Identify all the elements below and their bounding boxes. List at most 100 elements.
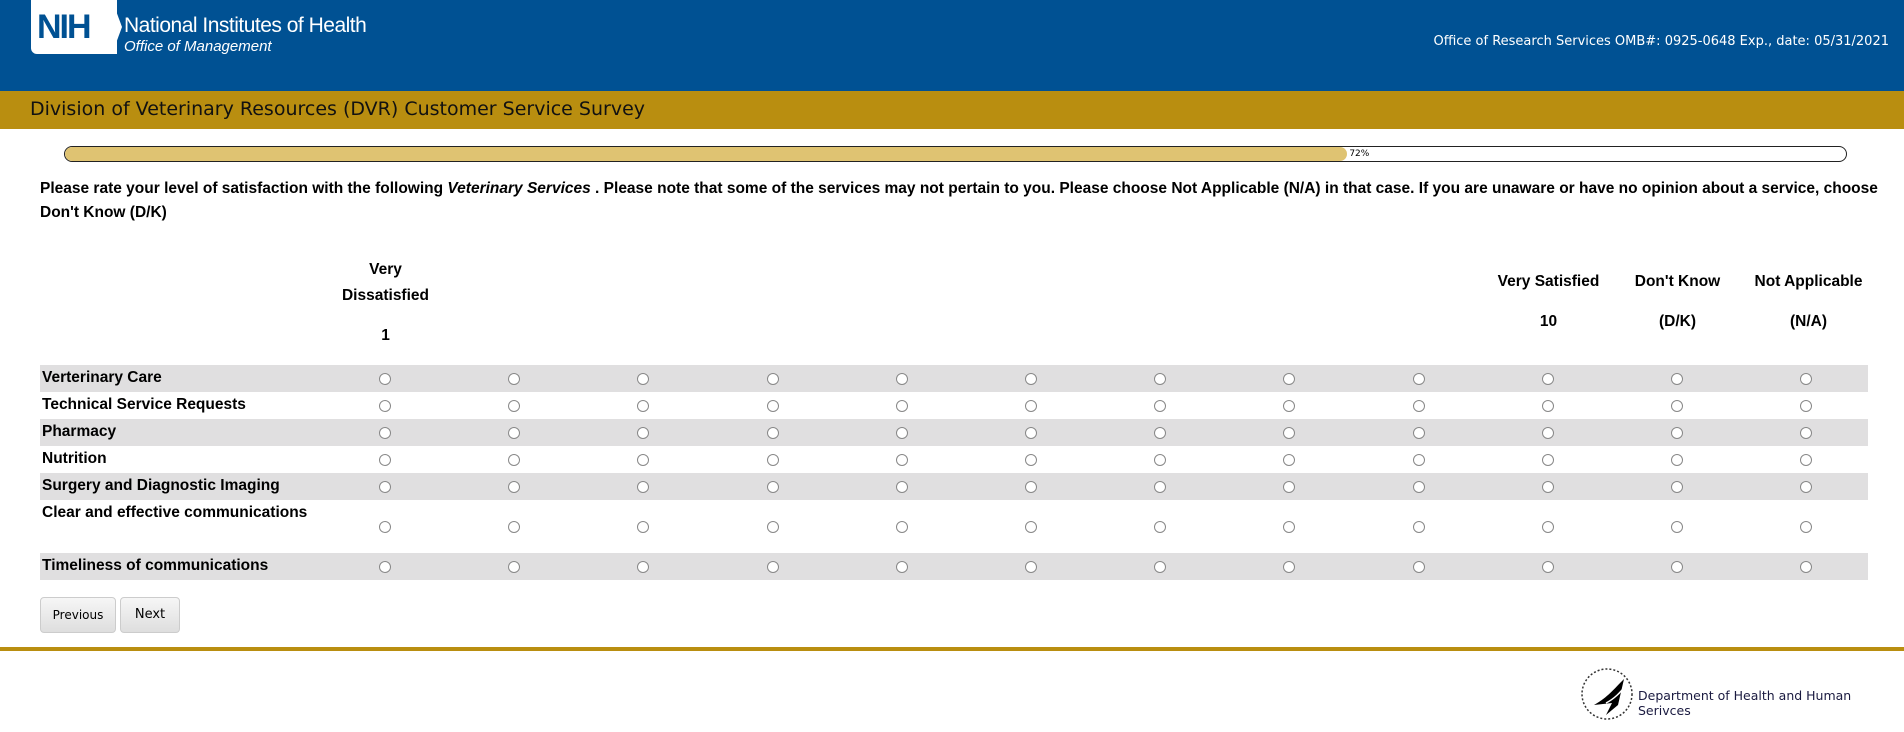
rating-radio-10[interactable] bbox=[1541, 372, 1554, 385]
rating-radio-8[interactable] bbox=[1283, 560, 1296, 573]
col-value: 1 bbox=[381, 327, 390, 344]
col-value: (D/K) bbox=[1658, 313, 1697, 330]
rating-radio-4[interactable] bbox=[766, 520, 779, 533]
rating-radio-2[interactable] bbox=[508, 372, 521, 385]
rating-radio-9[interactable] bbox=[1412, 560, 1425, 573]
rating-radio-2[interactable] bbox=[508, 399, 521, 412]
row-label: Clear and effective communications bbox=[42, 504, 308, 521]
rating-radio-8[interactable] bbox=[1283, 480, 1296, 493]
rating-radio-3[interactable] bbox=[637, 453, 650, 466]
rating-radio-6[interactable] bbox=[1025, 426, 1037, 439]
rating-radio-7[interactable] bbox=[1154, 426, 1167, 439]
rating-radio-1[interactable] bbox=[379, 560, 391, 573]
rating-radio-9[interactable] bbox=[1412, 453, 1425, 466]
rating-radio-7[interactable] bbox=[1154, 520, 1167, 533]
rating-radio-9[interactable] bbox=[1412, 372, 1425, 385]
rating-radio-2[interactable] bbox=[508, 480, 521, 493]
previous-button[interactable]: Previous bbox=[40, 597, 116, 633]
rating-radio-3[interactable] bbox=[637, 372, 650, 385]
rating-radio-9[interactable] bbox=[1412, 399, 1425, 412]
rating-radio-10[interactable] bbox=[1541, 560, 1554, 573]
rating-radio-1[interactable] bbox=[379, 399, 391, 412]
footer-divider bbox=[0, 647, 1904, 651]
rating-radio-1[interactable] bbox=[379, 426, 391, 439]
progress-fill bbox=[65, 147, 1348, 161]
rating-radio-2[interactable] bbox=[508, 560, 521, 573]
rating-radio-9[interactable] bbox=[1412, 520, 1425, 533]
col-label: Don't Know bbox=[1634, 273, 1721, 290]
rating-radio-2[interactable] bbox=[508, 426, 521, 439]
rating-radio-1[interactable] bbox=[379, 480, 391, 493]
col-header-dont-know: Don't Know (D/K) bbox=[1613, 269, 1742, 335]
instructions: Please rate your level of satisfaction w… bbox=[40, 177, 1880, 225]
rating-radio-dk[interactable] bbox=[1671, 372, 1683, 385]
rating-radio-4[interactable] bbox=[766, 453, 779, 466]
next-button[interactable]: Next bbox=[120, 597, 180, 633]
rating-radio-6[interactable] bbox=[1025, 399, 1037, 412]
col-header-not-applicable: Not Applicable (N/A) bbox=[1741, 269, 1876, 335]
rating-radio-5[interactable] bbox=[895, 453, 908, 466]
rating-radio-na[interactable] bbox=[1800, 520, 1813, 533]
nih-logo[interactable]: NIH bbox=[31, 0, 117, 54]
rating-radio-5[interactable] bbox=[895, 560, 908, 573]
rating-radio-9[interactable] bbox=[1412, 426, 1425, 439]
rating-radio-8[interactable] bbox=[1283, 426, 1296, 439]
rating-radio-dk[interactable] bbox=[1671, 453, 1683, 466]
rating-radio-na[interactable] bbox=[1800, 426, 1813, 439]
rating-radio-1[interactable] bbox=[379, 372, 391, 385]
rating-radio-6[interactable] bbox=[1025, 560, 1037, 573]
rating-radio-dk[interactable] bbox=[1671, 480, 1683, 493]
rating-radio-4[interactable] bbox=[766, 426, 779, 439]
rating-radio-3[interactable] bbox=[637, 480, 650, 493]
rating-radio-na[interactable] bbox=[1800, 372, 1813, 385]
rating-radio-7[interactable] bbox=[1154, 399, 1167, 412]
rating-radio-2[interactable] bbox=[508, 453, 521, 466]
rating-radio-1[interactable] bbox=[379, 520, 391, 533]
rating-radio-4[interactable] bbox=[766, 399, 779, 412]
rating-radio-na[interactable] bbox=[1800, 453, 1813, 466]
rating-radio-8[interactable] bbox=[1283, 453, 1296, 466]
rating-radio-3[interactable] bbox=[637, 520, 650, 533]
rating-radio-4[interactable] bbox=[766, 480, 779, 493]
rating-radio-6[interactable] bbox=[1025, 453, 1037, 466]
rating-radio-dk[interactable] bbox=[1671, 426, 1683, 439]
rating-radio-dk[interactable] bbox=[1671, 560, 1683, 573]
rating-radio-8[interactable] bbox=[1283, 372, 1296, 385]
rating-radio-1[interactable] bbox=[379, 453, 391, 466]
rating-radio-5[interactable] bbox=[895, 426, 908, 439]
rating-radio-na[interactable] bbox=[1800, 399, 1813, 412]
rating-radio-dk[interactable] bbox=[1671, 520, 1683, 533]
rating-radio-3[interactable] bbox=[637, 399, 650, 412]
rating-radio-dk[interactable] bbox=[1671, 399, 1683, 412]
rating-radio-na[interactable] bbox=[1800, 560, 1813, 573]
row-label: Surgery and Diagnostic Imaging bbox=[42, 477, 280, 494]
rating-radio-na[interactable] bbox=[1800, 480, 1813, 493]
rating-radio-7[interactable] bbox=[1154, 480, 1167, 493]
rating-radio-4[interactable] bbox=[766, 372, 779, 385]
rating-radio-6[interactable] bbox=[1025, 480, 1037, 493]
rating-radio-6[interactable] bbox=[1025, 520, 1037, 533]
rating-radio-2[interactable] bbox=[508, 520, 521, 533]
rating-radio-3[interactable] bbox=[637, 426, 650, 439]
survey-title-bar: Division of Veterinary Resources (DVR) C… bbox=[0, 91, 1904, 129]
rating-radio-6[interactable] bbox=[1025, 372, 1037, 385]
rating-radio-5[interactable] bbox=[895, 399, 908, 412]
rating-radio-10[interactable] bbox=[1541, 426, 1554, 439]
rating-radio-9[interactable] bbox=[1412, 480, 1425, 493]
rating-radio-7[interactable] bbox=[1154, 560, 1167, 573]
rating-radio-8[interactable] bbox=[1283, 399, 1296, 412]
rating-radio-10[interactable] bbox=[1541, 480, 1554, 493]
rating-radio-7[interactable] bbox=[1154, 453, 1167, 466]
rating-radio-5[interactable] bbox=[895, 480, 908, 493]
rating-radio-5[interactable] bbox=[895, 520, 908, 533]
col-value: 10 bbox=[1539, 313, 1558, 330]
rating-radio-8[interactable] bbox=[1283, 520, 1296, 533]
rating-radio-10[interactable] bbox=[1541, 399, 1554, 412]
rating-radio-5[interactable] bbox=[895, 372, 908, 385]
rating-radio-7[interactable] bbox=[1154, 372, 1167, 385]
survey-row: Nutrition bbox=[40, 446, 1868, 473]
rating-radio-10[interactable] bbox=[1541, 520, 1554, 533]
rating-radio-10[interactable] bbox=[1541, 453, 1554, 466]
rating-radio-4[interactable] bbox=[766, 560, 779, 573]
rating-radio-3[interactable] bbox=[637, 560, 650, 573]
